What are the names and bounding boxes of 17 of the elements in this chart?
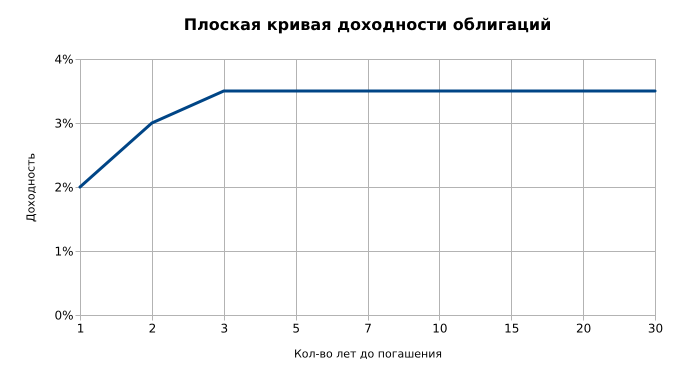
- y-tick-label: 2%: [54, 180, 74, 194]
- x-tick-label: 5: [292, 322, 300, 336]
- y-tick-label: 1%: [54, 244, 74, 258]
- x-tick-label: 7: [364, 322, 372, 336]
- y-tick-label: 3%: [54, 116, 74, 130]
- x-tick-label: 2: [148, 322, 156, 336]
- x-axis-title: Кол-во лет до погашения: [294, 348, 442, 360]
- y-tick-label: 4%: [54, 52, 74, 66]
- x-tick-label: 3: [220, 322, 228, 336]
- y-axis-title: Доходность: [24, 152, 38, 222]
- chart-title: Плоская кривая доходности облигаций: [184, 15, 552, 34]
- x-tick-label: 10: [432, 322, 448, 336]
- x-tick-label: 30: [648, 322, 664, 336]
- x-tick-label: 1: [76, 322, 84, 336]
- x-tick-label: 15: [504, 322, 520, 336]
- x-tick-label: 20: [576, 322, 592, 336]
- y-tick-label: 0%: [54, 308, 74, 322]
